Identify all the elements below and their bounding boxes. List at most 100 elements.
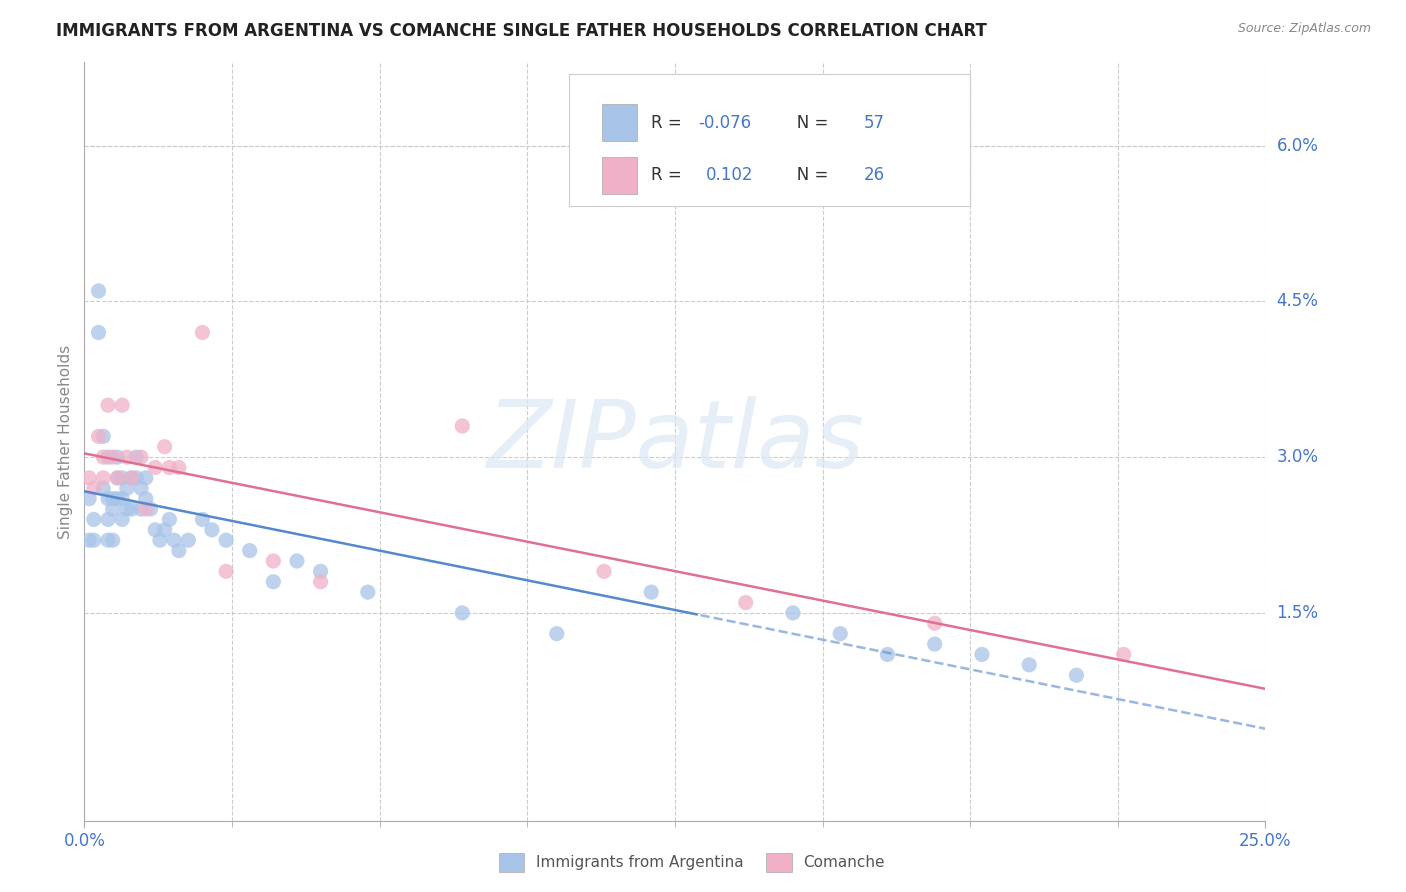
Text: 6.0%: 6.0%: [1277, 136, 1319, 154]
Text: R =: R =: [651, 113, 688, 131]
Point: [111, 471, 134, 485]
Point: [163, 533, 186, 548]
Point: [143, 460, 166, 475]
Point: [153, 523, 176, 537]
Point: [970, 648, 993, 662]
Text: Comanche: Comanche: [803, 855, 884, 870]
Point: [640, 585, 662, 599]
FancyBboxPatch shape: [602, 157, 637, 194]
Point: [91, 429, 114, 443]
Point: [111, 512, 134, 526]
Point: [924, 616, 946, 631]
Point: [149, 533, 172, 548]
Point: [309, 574, 332, 589]
Text: 1.5%: 1.5%: [1277, 604, 1319, 622]
FancyBboxPatch shape: [602, 104, 637, 141]
Point: [101, 450, 124, 464]
Point: [83, 481, 105, 495]
Point: [129, 450, 152, 464]
Point: [125, 471, 148, 485]
Point: [191, 512, 214, 526]
Point: [107, 471, 129, 485]
Point: [129, 481, 152, 495]
Point: [91, 450, 114, 464]
Point: [111, 491, 134, 506]
Point: [139, 502, 162, 516]
Point: [107, 450, 129, 464]
Text: R =: R =: [651, 167, 693, 185]
Point: [77, 491, 100, 506]
Point: [115, 450, 138, 464]
Point: [121, 471, 143, 485]
Point: [451, 419, 474, 434]
Text: ZIPatlas: ZIPatlas: [486, 396, 863, 487]
Text: N =: N =: [782, 167, 834, 185]
Point: [546, 626, 568, 640]
Point: [101, 502, 124, 516]
Point: [77, 533, 100, 548]
Point: [115, 502, 138, 516]
Text: 57: 57: [863, 113, 884, 131]
Text: 4.5%: 4.5%: [1277, 293, 1319, 310]
Point: [157, 512, 180, 526]
Point: [167, 460, 190, 475]
Point: [1018, 657, 1040, 672]
Point: [285, 554, 308, 568]
Text: -0.076: -0.076: [699, 113, 752, 131]
Point: [262, 574, 284, 589]
Point: [97, 512, 120, 526]
Point: [111, 398, 134, 412]
Point: [167, 543, 190, 558]
Point: [593, 565, 616, 579]
Point: [97, 533, 120, 548]
Point: [107, 471, 129, 485]
FancyBboxPatch shape: [568, 74, 970, 207]
Point: [876, 648, 898, 662]
Point: [451, 606, 474, 620]
Point: [101, 533, 124, 548]
Point: [157, 460, 180, 475]
Point: [135, 471, 157, 485]
Point: [135, 491, 157, 506]
Point: [830, 626, 852, 640]
Point: [107, 491, 129, 506]
Text: 26: 26: [863, 167, 884, 185]
Point: [91, 481, 114, 495]
Point: [101, 491, 124, 506]
Point: [1112, 648, 1135, 662]
Point: [97, 491, 120, 506]
Point: [215, 533, 238, 548]
Point: [1066, 668, 1088, 682]
Point: [924, 637, 946, 651]
Point: [77, 471, 100, 485]
Point: [191, 326, 214, 340]
Point: [121, 471, 143, 485]
Point: [135, 502, 157, 516]
Point: [309, 565, 332, 579]
Point: [357, 585, 380, 599]
Text: 3.0%: 3.0%: [1277, 448, 1319, 467]
Point: [239, 543, 262, 558]
Point: [782, 606, 804, 620]
Text: Source: ZipAtlas.com: Source: ZipAtlas.com: [1237, 22, 1371, 36]
Point: [201, 523, 224, 537]
Text: 0.102: 0.102: [706, 167, 754, 185]
Point: [87, 284, 110, 298]
Text: N =: N =: [782, 113, 834, 131]
Point: [97, 398, 120, 412]
Point: [91, 471, 114, 485]
Point: [115, 481, 138, 495]
Point: [83, 533, 105, 548]
Point: [83, 512, 105, 526]
Text: IMMIGRANTS FROM ARGENTINA VS COMANCHE SINGLE FATHER HOUSEHOLDS CORRELATION CHART: IMMIGRANTS FROM ARGENTINA VS COMANCHE SI…: [56, 22, 987, 40]
Point: [97, 450, 120, 464]
Point: [143, 523, 166, 537]
Point: [87, 326, 110, 340]
Point: [87, 429, 110, 443]
Point: [177, 533, 200, 548]
Point: [121, 502, 143, 516]
Point: [262, 554, 284, 568]
Point: [153, 440, 176, 454]
Y-axis label: Single Father Households: Single Father Households: [58, 344, 73, 539]
Point: [125, 450, 148, 464]
